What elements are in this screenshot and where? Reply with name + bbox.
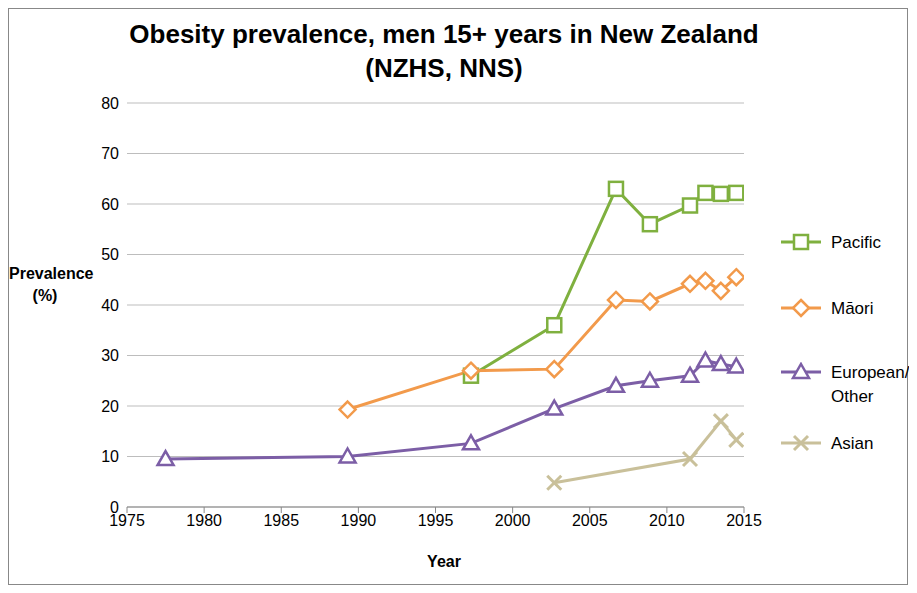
svg-text:60: 60 xyxy=(101,196,119,213)
svg-text:1985: 1985 xyxy=(263,512,299,529)
svg-text:2010: 2010 xyxy=(649,512,685,529)
svg-text:1975: 1975 xyxy=(109,512,145,530)
svg-text:1980: 1980 xyxy=(186,512,222,529)
html-text:Asian: Asian xyxy=(831,434,874,453)
svg-text:1995: 1995 xyxy=(418,512,454,529)
html-text:Pacific: Pacific xyxy=(831,233,882,252)
svg-text:2015: 2015 xyxy=(726,512,762,529)
html-text:Obesity prevalence, men 15+ ye: Obesity prevalence, men 15+ years in New… xyxy=(129,19,759,83)
svg-text:70: 70 xyxy=(101,145,119,162)
html-text:Māori: Māori xyxy=(831,299,874,318)
svg-text:10: 10 xyxy=(101,448,119,465)
svg-text:40: 40 xyxy=(101,297,119,314)
html-text:European/ Other: European/ Other xyxy=(831,363,910,406)
svg-text:2000: 2000 xyxy=(495,512,531,529)
svg-text:1990: 1990 xyxy=(341,512,377,529)
svg-text:0: 0 xyxy=(110,499,119,516)
html-text:Prevalence (%): Prevalence (%) xyxy=(9,265,94,304)
svg-text:2005: 2005 xyxy=(572,512,608,529)
svg-text:50: 50 xyxy=(101,246,119,263)
svg-text:20: 20 xyxy=(101,398,119,415)
svg-text:30: 30 xyxy=(101,347,119,364)
html-text:Year: Year xyxy=(427,553,461,570)
svg-text:80: 80 xyxy=(101,95,119,112)
